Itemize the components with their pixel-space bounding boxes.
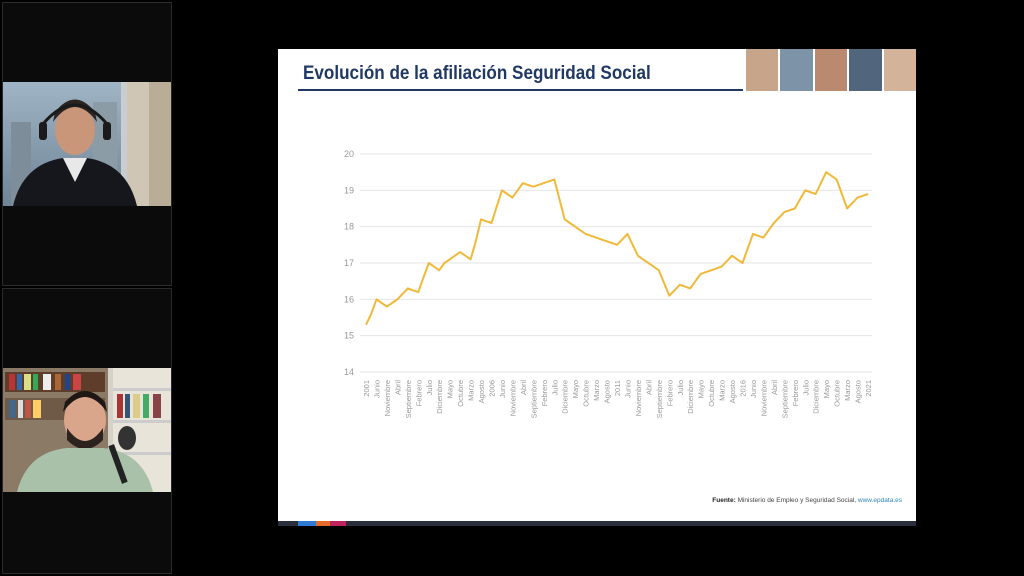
x-tick-label: Marzo bbox=[592, 380, 601, 401]
title-underline bbox=[298, 89, 743, 91]
x-tick-label: Octubre bbox=[833, 380, 842, 407]
x-tick-label: Mayo bbox=[571, 380, 580, 398]
x-tick-label: Mayo bbox=[697, 380, 706, 398]
x-tick-label: Septiembre bbox=[404, 380, 413, 418]
presentation-slide: Evolución de la afiliación Seguridad Soc… bbox=[278, 49, 916, 526]
y-tick-label: 14 bbox=[344, 367, 354, 377]
y-tick-label: 20 bbox=[344, 149, 354, 159]
x-tick-label: Noviembre bbox=[383, 380, 392, 416]
slide-title: Evolución de la afiliación Seguridad Soc… bbox=[303, 63, 651, 84]
source-text: Ministerio de Empleo y Seguridad Social, bbox=[737, 497, 857, 504]
x-tick-label: Julio bbox=[425, 380, 434, 395]
x-tick-label: Febrero bbox=[791, 380, 800, 406]
x-tick-label: Diciembre bbox=[812, 380, 821, 414]
participant-2-video bbox=[3, 368, 171, 492]
y-tick-label: 18 bbox=[344, 222, 354, 232]
x-tick-label: Junio bbox=[623, 380, 632, 398]
x-tick-label: Julio bbox=[550, 380, 559, 395]
x-tick-label: Noviembre bbox=[508, 380, 517, 416]
x-tick-label: 2011 bbox=[613, 380, 622, 396]
x-tick-label: Julio bbox=[676, 380, 685, 395]
header-photo-strip bbox=[746, 49, 916, 91]
chart-series bbox=[365, 171, 869, 326]
slide-footer-bar bbox=[278, 521, 916, 526]
x-tick-label: Agosto bbox=[728, 380, 737, 403]
y-axis-ticks: 14 15 16 17 18 19 20 bbox=[344, 149, 354, 377]
x-axis-ticks: 2001 Junio Noviembre Abril Septiembre Febrero… bbox=[362, 380, 873, 419]
x-tick-label: Agosto bbox=[854, 380, 863, 403]
x-tick-label: Agosto bbox=[603, 380, 612, 403]
y-tick-label: 16 bbox=[344, 294, 354, 304]
x-tick-label: Junio bbox=[498, 380, 507, 398]
participant-1-video bbox=[3, 82, 171, 206]
source-note: Fuente: Ministerio de Empleo y Seguridad… bbox=[712, 497, 902, 504]
x-tick-label: Abril bbox=[393, 380, 402, 395]
x-tick-label: Octubre bbox=[582, 380, 591, 407]
x-tick-label: Junio bbox=[372, 380, 381, 398]
x-tick-label: Julio bbox=[801, 380, 810, 395]
chart-gridlines bbox=[360, 153, 872, 373]
x-tick-label: Junio bbox=[749, 380, 758, 398]
source-link[interactable]: www.epdata.es bbox=[857, 497, 902, 504]
series-line-0 bbox=[365, 171, 869, 326]
x-tick-label: 2001 bbox=[362, 380, 371, 397]
x-tick-label: 2006 bbox=[488, 380, 497, 397]
x-tick-label: Abril bbox=[770, 380, 779, 395]
x-tick-label: Abril bbox=[519, 380, 528, 395]
x-tick-label: Diciembre bbox=[686, 380, 695, 414]
x-tick-label: Abril bbox=[644, 380, 653, 395]
x-tick-label: Septiembre bbox=[655, 380, 664, 418]
x-tick-label: Marzo bbox=[718, 380, 727, 401]
x-tick-label: Noviembre bbox=[759, 380, 768, 416]
x-tick-label: Septiembre bbox=[780, 380, 789, 418]
x-tick-label: Octubre bbox=[707, 380, 716, 407]
x-tick-label: Mayo bbox=[446, 380, 455, 398]
x-tick-label: Febrero bbox=[540, 380, 549, 406]
y-tick-label: 19 bbox=[344, 185, 354, 195]
x-tick-label: Octubre bbox=[456, 380, 465, 407]
source-label: Fuente: bbox=[712, 497, 736, 504]
y-tick-label: 17 bbox=[344, 258, 354, 268]
x-tick-label: Septiembre bbox=[529, 380, 538, 418]
x-tick-label: Marzo bbox=[467, 380, 476, 401]
x-tick-label: Mayo bbox=[822, 380, 831, 398]
x-tick-label: Diciembre bbox=[435, 380, 444, 414]
x-tick-label: 2016 bbox=[739, 380, 748, 397]
x-tick-label: Febrero bbox=[414, 380, 423, 406]
x-tick-label: Diciembre bbox=[561, 380, 570, 414]
x-tick-label: 2021 bbox=[864, 380, 873, 397]
x-tick-label: Noviembre bbox=[634, 380, 643, 416]
x-tick-label: Marzo bbox=[843, 380, 852, 401]
x-tick-label: Agosto bbox=[477, 380, 486, 403]
y-tick-label: 15 bbox=[344, 331, 354, 341]
x-tick-label: Febrero bbox=[665, 380, 674, 406]
